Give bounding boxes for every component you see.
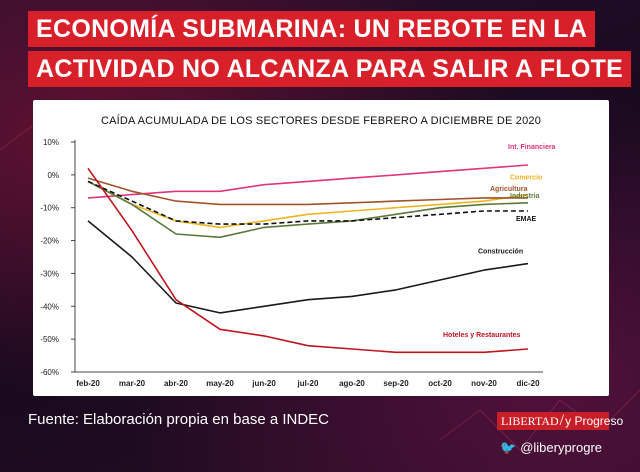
series-line-hoteles-y-restaurantes xyxy=(87,167,529,354)
series-label-comercio: Comercio xyxy=(510,175,542,182)
series-line-comercio xyxy=(87,180,529,229)
series-label-agricultura: Agricultura xyxy=(490,186,527,193)
y-tick-label: -40% xyxy=(40,302,59,311)
headline-line-2: ACTIVIDAD NO ALCANZA PARA SALIR A FLOTE xyxy=(28,51,632,87)
series-line-emae xyxy=(87,180,528,225)
headline-line-1: ECONOMÍA SUBMARINA: UN REBOTE EN LA xyxy=(28,11,596,47)
y-tick-label: 10% xyxy=(43,138,59,147)
y-tick-label: -20% xyxy=(40,237,59,246)
line-chart: 10% 0% -10% -20% -30% -40% -50% -60% feb-20 mar-2… xyxy=(40,138,556,388)
x-tick-label: jun-20 xyxy=(251,379,276,388)
logo-progreso: y Progreso xyxy=(565,414,624,428)
y-tick-label: -50% xyxy=(40,335,59,344)
series-line-industria xyxy=(87,180,529,239)
x-tick-label: dic-20 xyxy=(516,379,540,388)
x-tick-label: oct-20 xyxy=(428,379,452,388)
chart-title: CAÍDA ACUMULADA DE LOS SECTORES DESDE FE… xyxy=(100,115,542,127)
series-label-emae: EMAE xyxy=(516,216,537,223)
y-tick-label: 0% xyxy=(47,171,59,180)
logo-slash: / xyxy=(559,412,565,429)
y-tick-label: -60% xyxy=(40,368,59,377)
brand-logo: LIBERTAD/y Progreso xyxy=(497,412,623,430)
series-label-industria: Industria xyxy=(510,193,540,200)
handle-text: @liberyprogre xyxy=(520,440,603,455)
series-label-construcci-n: Construcción xyxy=(478,249,523,256)
series-line-construcci-n xyxy=(87,220,529,314)
logo-libertad: LIBERTAD xyxy=(501,414,559,428)
series-line-agricultura xyxy=(87,177,528,206)
series-line-int-financiera xyxy=(87,164,529,199)
social-handle[interactable]: 🐦 @liberyprogre xyxy=(500,440,602,456)
x-tick-label: feb-20 xyxy=(76,379,100,388)
twitter-icon: 🐦 xyxy=(500,440,517,455)
x-tick-label: sep-20 xyxy=(383,379,409,388)
x-tick-label: may-20 xyxy=(206,379,234,388)
x-tick-label: nov-20 xyxy=(471,379,497,388)
series-label-hoteles-y-restaurantes: Hoteles y Restaurantes xyxy=(443,332,521,339)
x-tick-label: abr-20 xyxy=(164,379,189,388)
source-note: Fuente: Elaboración propia en base a IND… xyxy=(28,411,330,428)
series-label-int-financiera: Int. Financiera xyxy=(508,144,556,151)
y-tick-label: -30% xyxy=(40,269,59,278)
x-tick-label: mar-20 xyxy=(119,379,146,388)
chart-panel: CAÍDA ACUMULADA DE LOS SECTORES DESDE FE… xyxy=(33,100,609,396)
y-tick-label: -10% xyxy=(40,204,59,213)
x-tick-label: ago-20 xyxy=(339,379,365,388)
x-tick-label: jul-20 xyxy=(297,379,319,388)
